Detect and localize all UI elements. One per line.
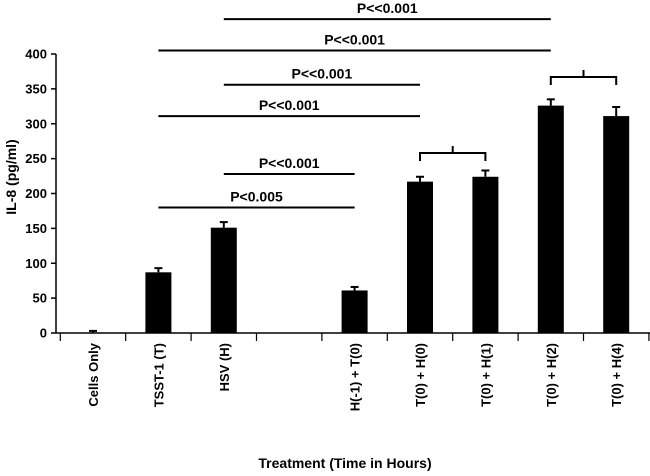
significance-label: P<<0.001 [357, 0, 418, 16]
significance-label: P<<0.001 [292, 66, 353, 82]
x-category-label: HSV (H) [217, 343, 232, 391]
x-category-label: Cells Only [86, 342, 101, 406]
y-tick-label: 250 [25, 151, 47, 166]
significance-layer: P<0.005 P<<0.001 P<<0.001 P<<0.001 P<<0.001 P… [158, 0, 618, 209]
y-axis-title: IL-8 (pg/ml) [3, 139, 19, 214]
y-tick-label: 0 [40, 326, 47, 341]
x-category-label: T(0) + H(4) [609, 343, 624, 407]
y-tick-label: 100 [25, 256, 47, 271]
y-tick-label: 350 [25, 81, 47, 96]
comparison-bracket [419, 152, 487, 162]
y-tick-label: 200 [25, 186, 47, 201]
x-category-label: H(-1) + T(0) [348, 343, 363, 411]
significance-label: P<<0.001 [324, 32, 385, 48]
x-category-label: TSST-1 (T) [151, 343, 166, 407]
significance-label: P<<0.001 [259, 97, 320, 113]
bar [603, 116, 630, 333]
x-category-label: T(0) + H(0) [413, 343, 428, 407]
bar [145, 272, 172, 333]
y-tick-label: 50 [33, 291, 47, 306]
bar [537, 105, 564, 334]
comparison-bracket [549, 76, 618, 86]
x-category-label: T(0) + H(1) [478, 343, 493, 407]
y-tick-label: 300 [25, 116, 47, 131]
y-tick-label: 400 [25, 47, 47, 62]
bar [210, 227, 237, 333]
significance-label: P<0.005 [230, 188, 283, 204]
bar [472, 176, 499, 333]
bar [407, 181, 433, 333]
x-axis-title: Treatment (Time in Hours) [258, 455, 431, 471]
axes-layer: 0 50 100 150 200 250 300 350 400 Cells Only TSST-1… [25, 47, 650, 411]
significance-label: P<<0.001 [259, 155, 320, 171]
bar [341, 290, 368, 333]
x-category-label: T(0) + H(2) [544, 343, 559, 407]
y-tick-label: 150 [25, 221, 47, 236]
bars-layer [89, 98, 630, 334]
